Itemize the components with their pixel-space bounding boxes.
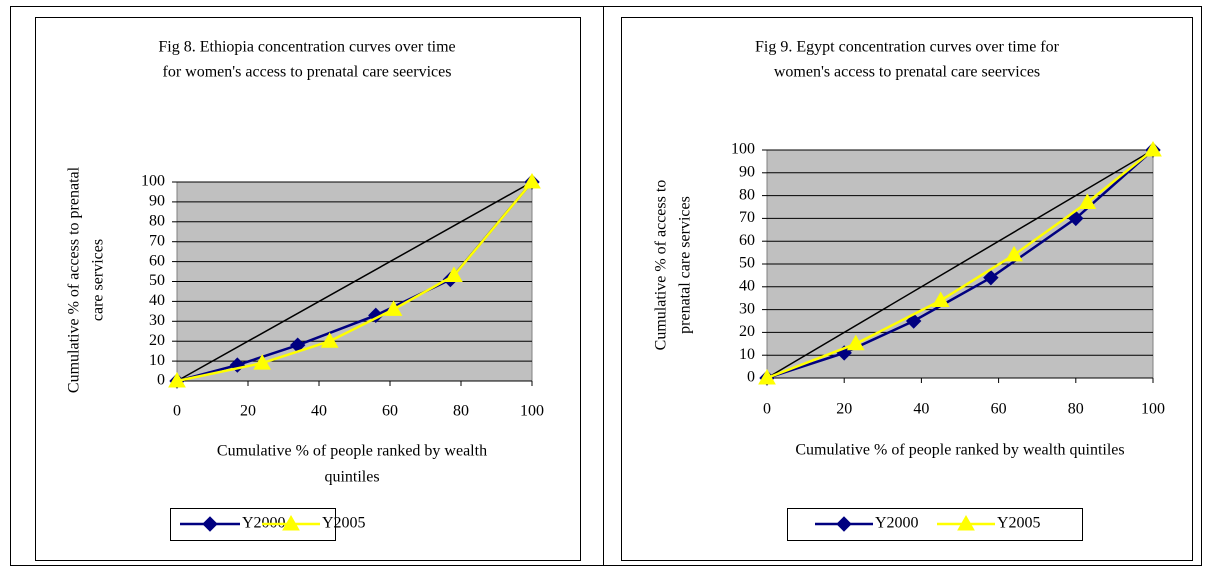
x-tick-label: 60 <box>991 401 1007 418</box>
y-tick-label: 40 <box>739 277 755 294</box>
x-tick-label: 0 <box>173 403 181 420</box>
y-tick-label: 50 <box>149 272 165 289</box>
x-tick-label: 40 <box>311 403 327 420</box>
x-axis-label: quintiles <box>324 469 379 486</box>
chart-title: for women's access to prenatal care seer… <box>163 64 452 81</box>
legend-marker <box>282 514 300 531</box>
y-tick-label: 20 <box>149 332 165 349</box>
y-axis-label: care services <box>90 239 107 321</box>
marker <box>523 172 541 189</box>
y-tick-label: 10 <box>149 352 165 369</box>
y-tick-label: 20 <box>739 323 755 340</box>
x-tick-label: 20 <box>836 401 852 418</box>
y-tick-label: 80 <box>149 212 165 229</box>
marker <box>1068 210 1084 227</box>
chart-title: Fig 9. Egypt concentration curves over t… <box>755 39 1060 56</box>
legend-marker <box>836 516 852 532</box>
y-tick-label: 40 <box>149 292 165 309</box>
y-axis-label: prenatal care services <box>677 196 694 334</box>
marker <box>1078 193 1097 209</box>
legend-marker <box>957 514 975 531</box>
marker <box>905 313 922 329</box>
marker <box>253 354 272 370</box>
marker <box>445 266 463 283</box>
y-tick-label: 0 <box>157 372 165 389</box>
x-tick-label: 60 <box>382 403 398 420</box>
series-line <box>766 149 1154 380</box>
marker <box>320 332 339 348</box>
chart-title: women's access to prenatal care seervice… <box>774 64 1040 81</box>
legend-label: Y2000 <box>875 515 919 532</box>
chart-title: Fig 8. Ethiopia concentration curves ove… <box>158 39 455 56</box>
equality-line <box>176 181 533 382</box>
marker <box>384 300 403 316</box>
y-tick-label: 90 <box>149 193 165 210</box>
x-tick-label: 0 <box>763 401 771 418</box>
legend-label: Y2005 <box>322 515 366 532</box>
marker <box>846 334 865 351</box>
y-tick-label: 10 <box>739 346 755 363</box>
x-tick-label: 100 <box>520 403 544 420</box>
x-tick-label: 40 <box>913 401 929 418</box>
marker <box>1005 245 1023 262</box>
legend-marker <box>202 516 218 532</box>
y-tick-label: 70 <box>149 232 165 249</box>
x-tick-label: 20 <box>240 403 256 420</box>
y-tick-label: 60 <box>739 232 755 249</box>
y-tick-label: 50 <box>739 255 755 272</box>
x-tick-label: 80 <box>1068 401 1084 418</box>
y-tick-label: 100 <box>141 173 165 190</box>
y-tick-label: 70 <box>739 209 755 226</box>
x-tick-label: 100 <box>1141 401 1165 418</box>
marker <box>983 269 999 286</box>
legend-label: Y2005 <box>997 515 1041 532</box>
y-tick-label: 60 <box>149 252 165 269</box>
series-line <box>176 181 533 383</box>
marker <box>1144 140 1162 157</box>
x-axis-label: Cumulative % of people ranked by wealth … <box>795 442 1124 459</box>
y-axis-label: Cumulative % of access to prenatal <box>66 166 83 393</box>
y-tick-label: 0 <box>747 369 755 386</box>
marker <box>931 291 950 307</box>
y-axis-label: Cumulative % of access to <box>653 180 670 351</box>
marker <box>758 368 776 385</box>
y-tick-label: 80 <box>739 186 755 203</box>
x-tick-label: 80 <box>453 403 469 420</box>
y-tick-label: 90 <box>739 163 755 180</box>
equality-line <box>766 149 1154 379</box>
marker <box>168 371 186 388</box>
y-tick-label: 30 <box>739 300 755 317</box>
table-border <box>10 6 1202 566</box>
x-axis-label: Cumulative % of people ranked by wealth <box>217 443 487 460</box>
y-tick-label: 100 <box>731 141 755 158</box>
y-tick-label: 30 <box>149 312 165 329</box>
